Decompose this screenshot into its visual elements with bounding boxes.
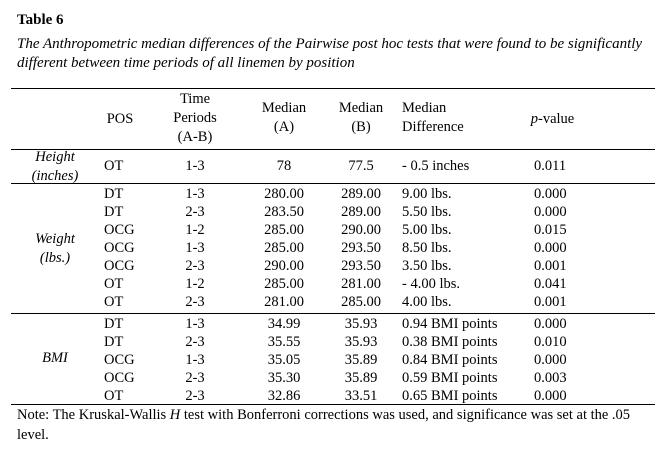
cell-time-periods: 1-2	[185, 276, 205, 292]
height-section-rule	[11, 183, 655, 184]
header-rule	[11, 149, 655, 150]
cell-median-b: 35.89	[344, 352, 378, 368]
cell-median-b: 33.51	[344, 388, 378, 404]
cell-p-value: 0.001	[534, 258, 567, 274]
cell-p-value: 0.000	[534, 316, 567, 332]
cell-time-periods: 1-3	[185, 352, 205, 368]
cell-time-periods: 2-3	[185, 388, 205, 404]
header-median-a: Median (A)	[261, 100, 307, 135]
cell-median-difference: 0.94 BMI points	[402, 316, 498, 332]
group-label-weight: Weight (lbs.)	[35, 231, 75, 266]
cell-pos: OCG	[104, 352, 135, 368]
cell-median-difference: 9.00 lbs.	[402, 186, 452, 202]
cell-median-a: 280.00	[264, 186, 304, 202]
cell-p-value: 0.041	[534, 276, 567, 292]
cell-median-b: 77.5	[348, 158, 374, 174]
cell-median-a: 35.05	[267, 352, 301, 368]
cell-time-periods: 2-3	[185, 334, 205, 350]
cell-median-b: 281.00	[341, 276, 381, 292]
cell-pos: OT	[104, 276, 124, 292]
cell-p-value: 0.000	[534, 388, 567, 404]
cell-time-periods: 2-3	[185, 370, 205, 386]
cell-median-difference: 5.00 lbs.	[402, 222, 452, 238]
cell-pos: OT	[104, 294, 124, 310]
cell-median-difference: 0.59 BMI points	[402, 370, 498, 386]
cell-time-periods: 1-2	[185, 222, 205, 238]
cell-p-value: 0.003	[534, 370, 567, 386]
group-label-height: Height (inches)	[31, 149, 79, 184]
cell-p-value: 0.010	[534, 334, 567, 350]
cell-median-b: 293.50	[341, 258, 381, 274]
cell-p-value: 0.000	[534, 352, 567, 368]
header-pos: POS	[106, 111, 134, 127]
table-caption: The Anthropometric median differences of…	[17, 36, 643, 71]
cell-pos: OT	[104, 388, 124, 404]
cell-median-a: 35.30	[267, 370, 301, 386]
cell-pos: OCG	[104, 258, 135, 274]
cell-p-value: 0.000	[534, 186, 567, 202]
cell-time-periods: 2-3	[185, 294, 205, 310]
cell-median-difference: - 4.00 lbs.	[402, 276, 460, 292]
cell-pos: OCG	[104, 240, 135, 256]
top-rule	[11, 88, 655, 89]
cell-median-b: 35.89	[344, 370, 378, 386]
cell-median-b: 290.00	[341, 222, 381, 238]
cell-median-difference: 0.65 BMI points	[402, 388, 498, 404]
cell-pos: OCG	[104, 370, 135, 386]
table-title: Table 6	[17, 12, 64, 28]
table-note: Note: The Kruskal-Wallis H test with Bon…	[17, 407, 631, 443]
cell-median-a: 285.00	[264, 222, 304, 238]
cell-median-a: 290.00	[264, 258, 304, 274]
header-p-value: p-value	[530, 111, 575, 127]
cell-median-difference: - 0.5 inches	[402, 158, 470, 174]
cell-time-periods: 1-3	[185, 316, 205, 332]
cell-p-value: 0.000	[534, 204, 567, 220]
cell-median-b: 293.50	[341, 240, 381, 256]
cell-time-periods: 1-3	[185, 240, 205, 256]
cell-median-difference: 5.50 lbs.	[402, 204, 452, 220]
cell-time-periods: 1-3	[185, 158, 205, 174]
cell-median-a: 34.99	[267, 316, 301, 332]
cell-median-difference: 4.00 lbs.	[402, 294, 452, 310]
cell-median-a: 283.50	[264, 204, 304, 220]
cell-median-difference: 0.38 BMI points	[402, 334, 498, 350]
cell-p-value: 0.000	[534, 240, 567, 256]
cell-median-a: 285.00	[264, 276, 304, 292]
cell-p-value: 0.011	[534, 158, 567, 174]
cell-median-difference: 0.84 BMI points	[402, 352, 498, 368]
group-label-bmi: BMI	[42, 350, 68, 366]
cell-median-difference: 3.50 lbs.	[402, 258, 452, 274]
cell-median-b: 35.93	[344, 334, 378, 350]
cell-pos: DT	[104, 334, 124, 350]
cell-median-b: 289.00	[341, 204, 381, 220]
cell-time-periods: 1-3	[185, 186, 205, 202]
cell-pos: DT	[104, 316, 124, 332]
cell-median-a: 78	[276, 158, 292, 174]
cell-median-b: 285.00	[341, 294, 381, 310]
cell-median-a: 32.86	[267, 388, 301, 404]
cell-median-b: 35.93	[344, 316, 378, 332]
cell-median-a: 285.00	[264, 240, 304, 256]
cell-time-periods: 2-3	[185, 258, 205, 274]
cell-median-b: 289.00	[341, 186, 381, 202]
cell-pos: OCG	[104, 222, 135, 238]
cell-median-a: 35.55	[267, 334, 301, 350]
cell-pos: DT	[104, 204, 124, 220]
cell-p-value: 0.001	[534, 294, 567, 310]
cell-p-value: 0.015	[534, 222, 567, 238]
header-median-b: Median (B)	[338, 100, 384, 135]
cell-time-periods: 2-3	[185, 204, 205, 220]
cell-median-difference: 8.50 lbs.	[402, 240, 452, 256]
cell-pos: OT	[104, 158, 124, 174]
cell-median-a: 281.00	[264, 294, 304, 310]
header-time-periods: Time Periods (A-B)	[173, 91, 217, 145]
bottom-rule	[11, 404, 655, 405]
weight-section-rule	[11, 313, 655, 314]
cell-pos: DT	[104, 186, 124, 202]
header-median-difference: Median Difference	[402, 100, 464, 135]
